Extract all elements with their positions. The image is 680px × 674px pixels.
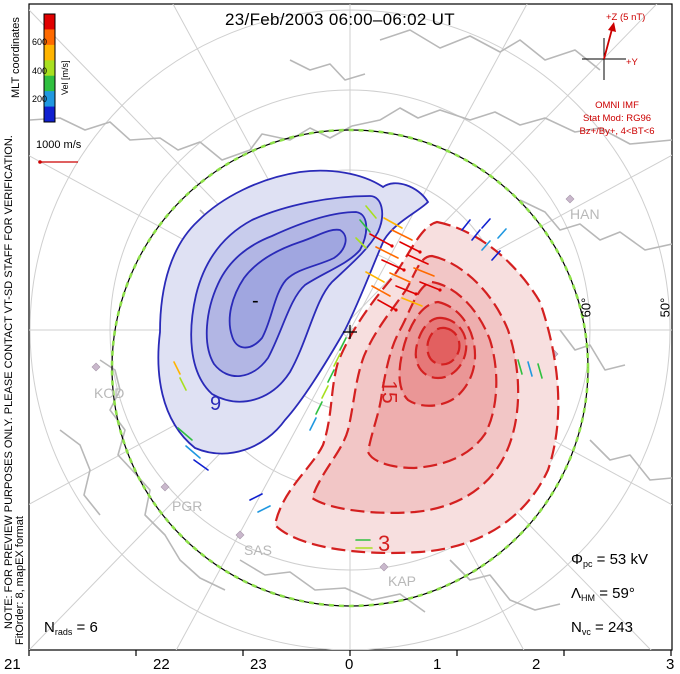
heppner-maynard-boundary-dash (110, 128, 590, 608)
colorbar-label: Vel [m/s] (60, 60, 70, 95)
imf-vector (603, 28, 613, 60)
positive-contour-label-15: 15 (377, 380, 401, 404)
colorbar-band (44, 91, 55, 108)
latitude-label-50: 50° (657, 297, 673, 318)
positive-contour-6 (426, 326, 461, 366)
coastlines (29, 29, 672, 613)
mlt-coordinates-label: MLT coordinates (10, 17, 22, 98)
mlt-tick-22: 22 (153, 656, 170, 673)
phi-pc-value: 53 kV (609, 551, 648, 568)
hm-boundary-latitude: ΛHM = 59° (571, 585, 635, 603)
positive-cell (273, 220, 560, 555)
station-han: HAN (570, 206, 600, 222)
colorbar-band (44, 14, 55, 30)
n-rads-value: 6 (89, 619, 98, 636)
fit-order-note: FitOrder: 8, mapEX format (14, 516, 26, 645)
lambda-hm-value: 59° (612, 585, 635, 602)
colorbar-band (44, 29, 55, 46)
cross-polar-potential: Φpc = 53 kV (571, 551, 648, 569)
station-kod: KOD (94, 385, 125, 401)
map-title: 23/Feb/2003 06:00–06:02 UT (225, 10, 455, 29)
imf-plus-y-label: +Y (626, 57, 638, 68)
imf-vector-head (608, 22, 616, 32)
stat-model-params: Bz+/By+, 4<BT<6 (579, 126, 655, 137)
colorbar-tick-400: 400 (32, 66, 48, 76)
mlt-tick-23: 23 (250, 656, 267, 673)
mlt-tick-0: 0 (345, 656, 354, 673)
mlt-tick-2: 2 (532, 656, 541, 673)
mlt-tick-21: 21 (4, 656, 21, 673)
mlt-tick-1: 1 (433, 656, 442, 673)
radar-count: Nrads = 6 (44, 619, 98, 637)
vector-origin-dots (390, 244, 442, 312)
colorbar-band (44, 106, 55, 123)
mlt-tick-3: 3 (666, 656, 675, 673)
imf-plus-z-label: +Z (5 nT) (606, 12, 646, 23)
station-kap: KAP (388, 573, 417, 589)
axis-ticks (28, 650, 672, 656)
colorbar-band (44, 60, 55, 77)
positive-contour-label-3: 3 (378, 531, 391, 556)
imf-source-label: OMNI IMF (595, 100, 639, 111)
colorbar-band (44, 44, 55, 61)
stat-model-label: Stat Mod: RG96 (582, 113, 652, 124)
negative-contour-4 (228, 228, 347, 349)
fitted-velocity-vectors (173, 205, 543, 549)
pole-marker (343, 325, 357, 339)
vector-scale-bar (38, 160, 78, 164)
colorbar-frame (43, 13, 56, 123)
colorbar-tick-600: 600 (32, 37, 48, 47)
n-vc-value: 243 (607, 619, 633, 636)
station-pgr: PGR (172, 498, 203, 514)
station-sas: SAS (244, 542, 273, 558)
vector-scale-label: 1000 m/s (36, 139, 82, 151)
negative-cell-minimum-label: - (252, 290, 259, 312)
colorbar (43, 13, 56, 123)
negative-contour-label: 9 (210, 393, 222, 415)
negative-cell (157, 169, 430, 455)
colorbar-band (44, 75, 55, 92)
vector-count: Nvc = 243 (571, 619, 633, 637)
latitude-label-60: 60° (578, 297, 594, 318)
colorbar-tick-200: 200 (32, 94, 48, 104)
